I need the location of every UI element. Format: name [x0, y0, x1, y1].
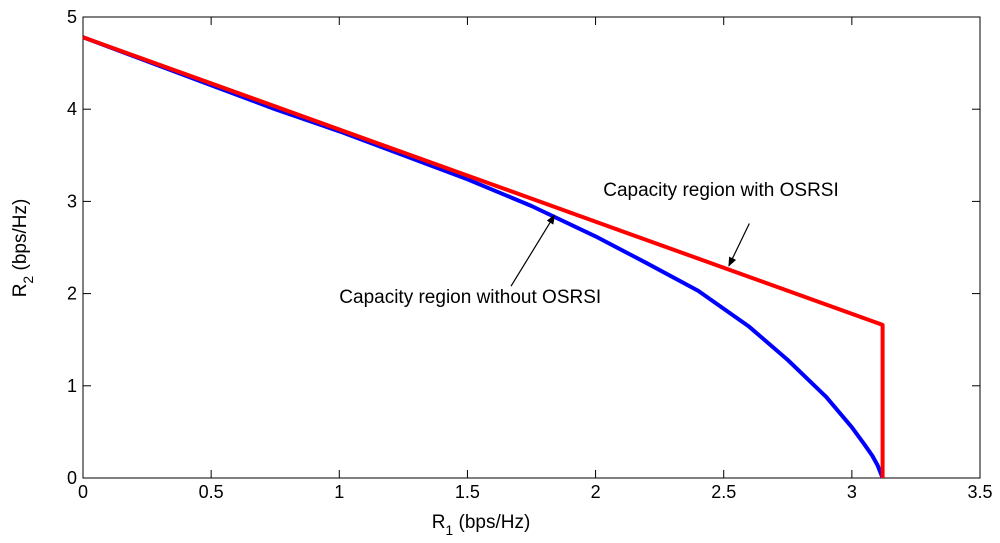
annotations: Capacity region with OSRSI Capacity regio…: [339, 180, 838, 308]
annotation-label-0: Capacity region with OSRSI: [603, 180, 839, 201]
plot-frame: [82, 16, 981, 479]
x-tick-label: 2: [591, 482, 601, 502]
y-tick-label: 3: [67, 191, 77, 211]
tick-labels: 0 0.5 1 1.5 2 2.5 3 3.5 0 1 2 3 4 5: [67, 7, 993, 502]
series-line-0: [82, 35, 885, 478]
series-line-1: [82, 35, 885, 479]
x-axis-label-unit: (bps/Hz): [453, 512, 530, 533]
x-tick-label: 1: [334, 482, 344, 502]
series-lines: [82, 35, 885, 479]
y-axis-label: R2 (bps/Hz): [10, 199, 36, 298]
y-axis-label-sub: 2: [20, 276, 36, 284]
y-axis-label-main: R: [10, 284, 31, 298]
axis-ticks: [82, 16, 981, 479]
y-tick-label: 1: [67, 376, 77, 396]
plot-box: [82, 16, 981, 479]
x-tick-label: 3.5: [967, 482, 992, 502]
y-tick-label: 5: [67, 7, 77, 27]
annotation-arrow-0: [728, 223, 750, 267]
y-tick-label: 0: [67, 468, 77, 488]
x-tick-label: 3: [847, 482, 857, 502]
x-axis-label-main: R: [432, 512, 446, 533]
y-tick-label: 4: [67, 99, 77, 119]
x-axis-label-sub: 1: [445, 522, 453, 538]
annotation-label-1: Capacity region without OSRSI: [339, 287, 601, 308]
x-tick-label: 1.5: [455, 482, 480, 502]
x-tick-label: 0: [78, 482, 88, 502]
x-tick-label: 0.5: [199, 482, 224, 502]
x-axis-label: R1 (bps/Hz): [432, 512, 531, 538]
y-tick-label: 2: [67, 284, 77, 304]
x-tick-label: 2.5: [711, 482, 736, 502]
annotation-arrow-1: [510, 214, 556, 287]
y-axis-label-unit: (bps/Hz): [10, 199, 31, 276]
